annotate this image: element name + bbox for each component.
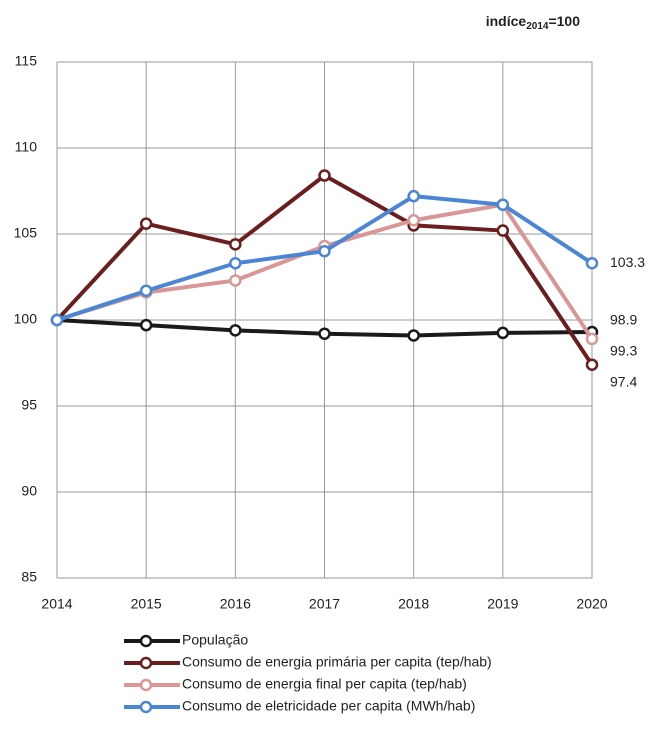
point [407,329,420,342]
point [318,327,331,341]
point [585,332,599,346]
data-label: 97.4 [610,373,637,389]
legend-marker [139,678,153,692]
point [407,189,420,203]
y-tick-label: 105 [14,225,38,241]
point [496,198,510,212]
point [229,274,242,287]
y-tick-label: 115 [15,53,38,69]
y-tick-label: 95 [21,397,37,413]
point [496,326,510,340]
legend-marker [139,700,153,714]
data-label: 99.3 [610,343,637,359]
point [50,313,64,327]
legend-marker [139,634,153,648]
annotation-sub: 2014 [526,21,549,32]
x-tick-label: 2015 [131,596,162,612]
y-tick-label: 90 [21,483,37,499]
point [496,224,510,237]
x-tick-label: 2014 [41,596,72,612]
annotation-suffix: =100 [548,13,580,29]
point [585,358,599,371]
point [585,256,599,270]
x-tick-label: 2020 [576,596,607,612]
legend-label: Consumo de eletricidade per capita (MWh/… [182,698,475,714]
x-tick-label: 2019 [487,596,518,612]
point [139,318,153,332]
point [318,169,331,182]
x-tick-label: 2017 [309,596,340,612]
point [229,256,242,270]
annotation: indíce2014=100 [486,13,580,32]
legend-marker [139,656,153,670]
x-tick-label: 2016 [220,596,251,612]
y-tick-label: 85 [21,569,37,585]
legend-label: Consumo de energia primária per capita (… [182,654,492,670]
legend-label: Consumo de energia final per capita (tep… [182,676,467,692]
y-tick-label: 110 [15,139,38,155]
legend-label: População [182,632,248,648]
annotation-text: indíce [486,13,527,29]
point [407,213,420,227]
point [229,238,242,251]
point [139,284,153,298]
point [318,244,331,258]
point [229,324,242,337]
x-tick-label: 2018 [398,596,429,612]
data-label: 98.9 [610,312,637,328]
data-label: 103.3 [610,254,645,270]
point [139,217,153,230]
y-tick-label: 100 [14,311,38,327]
